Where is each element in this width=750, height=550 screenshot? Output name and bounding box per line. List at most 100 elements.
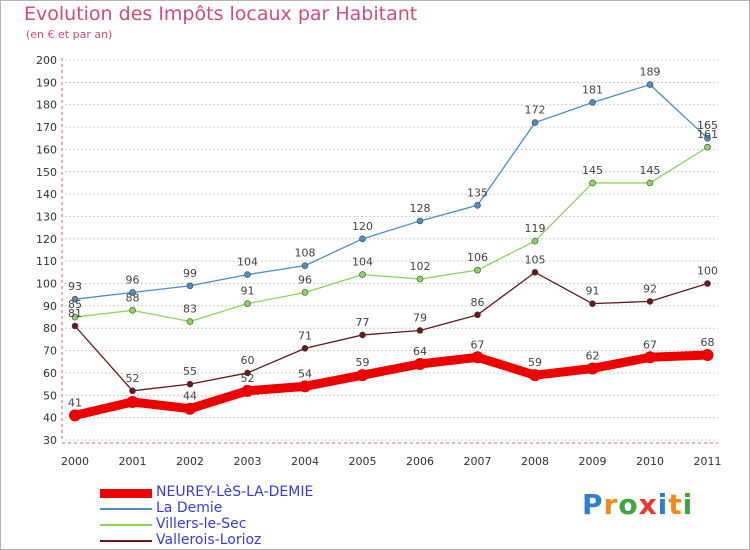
data-point (474, 201, 481, 209)
y-tick-label: 90 (43, 300, 57, 313)
data-label: 85 (68, 298, 82, 311)
data-label: 135 (467, 186, 488, 199)
x-tick-label: 2008 (521, 455, 549, 468)
data-point (184, 402, 196, 415)
data-point (586, 362, 599, 375)
data-label: 81 (68, 307, 82, 320)
data-point (474, 266, 481, 274)
logo-letter: o (618, 488, 639, 521)
x-tick-label: 2003 (234, 455, 262, 468)
data-label: 120 (352, 220, 373, 233)
x-tick-label: 2007 (464, 455, 492, 468)
data-point (71, 295, 79, 303)
data-point (704, 280, 711, 287)
legend-swatch (100, 488, 152, 498)
data-label: 96 (298, 273, 312, 286)
data-point (416, 275, 424, 283)
data-point (299, 380, 311, 393)
data-point (701, 349, 714, 362)
logo-letter: r (603, 488, 619, 521)
logo-letter: i (682, 488, 694, 521)
data-point (359, 271, 366, 278)
data-label: 86 (471, 296, 485, 309)
series-line (74, 146, 709, 323)
data-label: 67 (643, 338, 657, 351)
data-label: 92 (643, 282, 657, 295)
logo-letter: P (582, 488, 604, 521)
data-point (531, 119, 539, 126)
chart-subtitle: (en € et par an) (26, 28, 113, 41)
y-tick-label: 70 (43, 345, 57, 358)
y-tick-label: 170 (36, 121, 57, 134)
data-label: 55 (183, 365, 197, 378)
data-point (644, 351, 656, 364)
data-label: 189 (640, 66, 661, 79)
data-label: 104 (352, 256, 373, 269)
data-label: 71 (298, 329, 312, 342)
series-line (74, 83, 709, 300)
data-point (186, 318, 194, 325)
proxiti-logo: Proxiti (582, 488, 693, 521)
data-label: 83 (183, 303, 197, 316)
data-label: 77 (356, 316, 370, 329)
data-label: 165 (697, 119, 718, 132)
y-tick-label: 100 (36, 278, 57, 291)
data-point (301, 345, 309, 352)
data-point (301, 289, 309, 296)
data-point (359, 235, 366, 243)
data-label: 145 (582, 164, 603, 177)
x-tick-label: 2004 (291, 455, 319, 468)
y-tick-label: 190 (36, 76, 57, 89)
x-tick-label: 2010 (636, 455, 664, 468)
data-point (186, 380, 194, 388)
data-point (531, 237, 539, 245)
y-tick-label: 30 (43, 434, 57, 447)
y-tick-label: 50 (43, 389, 57, 402)
series-line (70, 350, 712, 420)
chart-title: Evolution des Impôts locaux par Habitant (24, 3, 418, 25)
logo-letter: x (638, 488, 658, 521)
data-point (69, 409, 81, 422)
x-tick-label: 2002 (176, 455, 204, 468)
data-label: 59 (356, 356, 370, 369)
data-label: 62 (586, 349, 600, 362)
legend-label: Vallerois-Lorioz (156, 532, 262, 548)
data-point (589, 179, 596, 187)
data-point (589, 300, 596, 307)
data-point (531, 269, 539, 276)
data-label: 106 (467, 251, 488, 264)
y-tick-label: 160 (36, 143, 57, 156)
data-point (71, 322, 79, 330)
data-point (529, 369, 541, 382)
y-tick-label: 180 (36, 99, 57, 112)
data-point (704, 143, 711, 151)
data-point (704, 134, 711, 142)
data-point (474, 311, 481, 319)
data-point (71, 313, 79, 321)
data-point (646, 81, 654, 88)
data-point (244, 271, 251, 278)
data-point (241, 384, 254, 397)
legend-label: Villers-le-Sec (156, 516, 247, 532)
x-tick-label: 2011 (694, 455, 722, 468)
data-label: 91 (586, 285, 600, 298)
data-label: 64 (413, 345, 427, 358)
data-point (129, 289, 136, 296)
data-point (126, 396, 139, 408)
data-point (244, 369, 251, 377)
y-tick-label: 80 (43, 322, 57, 335)
data-label: 52 (126, 372, 140, 385)
data-label: 44 (183, 390, 197, 403)
data-label: 108 (295, 247, 316, 260)
data-label: 119 (525, 222, 546, 235)
legend-swatch (100, 540, 152, 542)
logo-letter: t (668, 488, 683, 521)
data-label: 145 (640, 164, 661, 177)
y-tick-label: 120 (36, 233, 57, 246)
data-label: 54 (298, 367, 312, 380)
data-label: 161 (697, 128, 718, 141)
data-point (416, 327, 424, 334)
y-tick-label: 130 (36, 210, 57, 223)
logo-letter: i (657, 488, 669, 521)
data-label: 60 (241, 354, 255, 367)
